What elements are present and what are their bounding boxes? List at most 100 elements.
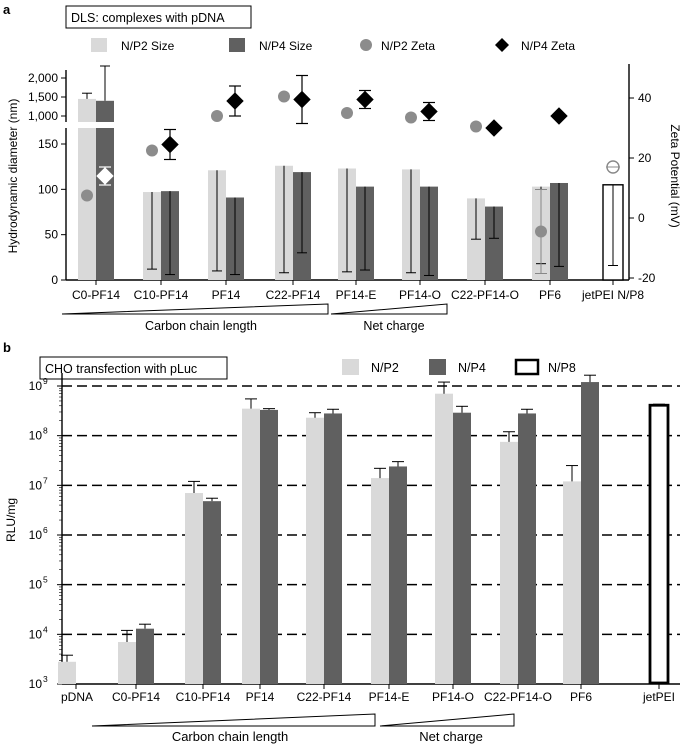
panel-a-title-box bbox=[65, 5, 252, 29]
bar-np4-size bbox=[96, 100, 114, 280]
b-xtick-label: PF14 bbox=[246, 690, 275, 704]
a-wedge-carbon-chain bbox=[61, 303, 329, 315]
a-y2tick-label: 20 bbox=[638, 151, 652, 165]
marker-np2-zeta bbox=[211, 110, 223, 122]
b-ytick-label: 10 bbox=[29, 677, 43, 691]
bar-np2 bbox=[435, 393, 453, 684]
a-xtick-label: C22-PF14-O bbox=[451, 288, 519, 302]
b-xtick-label: pDNA bbox=[61, 690, 93, 704]
marker-np4-zeta bbox=[485, 119, 503, 137]
b-annotation-net-charge: Net charge bbox=[419, 729, 483, 744]
b-ytick-label: 10 bbox=[29, 478, 43, 492]
a-ytick-label: 50 bbox=[45, 228, 59, 242]
a-annotation-carbon-chain: Carbon chain length bbox=[145, 319, 257, 333]
bar-np8 bbox=[648, 403, 670, 685]
b-wedge-net-charge bbox=[379, 713, 515, 727]
bar-np2 bbox=[118, 642, 136, 684]
b-ytick-exponent: 7 bbox=[43, 475, 48, 485]
marker-np2-zeta bbox=[470, 120, 482, 133]
panel-b-title-box bbox=[39, 356, 228, 380]
b-annotation-carbon-chain: Carbon chain length bbox=[172, 729, 288, 744]
legend-marker-np2-zeta bbox=[360, 39, 372, 51]
legend-label-np4-size: N/P4 Size bbox=[259, 39, 313, 53]
b-xtick-label: C22-PF14-O bbox=[484, 690, 552, 704]
legend-swatch-np2-size bbox=[91, 38, 107, 52]
legend-label-np2-zeta: N/P2 Zeta bbox=[381, 39, 435, 53]
bar-np4 bbox=[324, 413, 342, 684]
a-ytick-label: 100 bbox=[38, 182, 58, 196]
b-xtick-label: C22-PF14 bbox=[297, 690, 352, 704]
bar-np2 bbox=[500, 441, 518, 684]
panel-a-letter: a bbox=[3, 2, 11, 17]
legend-swatch-np4-size bbox=[229, 38, 245, 52]
marker-np4-zeta bbox=[293, 90, 311, 109]
marker-np4-zeta bbox=[420, 102, 438, 121]
bar-np2 bbox=[306, 417, 324, 684]
a-wedge-net-charge bbox=[330, 303, 448, 315]
b-ytick-exponent: 8 bbox=[43, 426, 48, 436]
marker-np2-zeta bbox=[278, 90, 290, 103]
bar-np2-size bbox=[78, 98, 96, 281]
b-ytick-exponent: 5 bbox=[43, 575, 48, 585]
bar-np4 bbox=[136, 628, 154, 684]
a-xtick-label: PF14-O bbox=[399, 288, 441, 302]
b-ytick-exponent: 3 bbox=[43, 674, 48, 684]
legend-marker-np4-zeta bbox=[495, 38, 509, 52]
a-ytick-label: 1,500 bbox=[28, 90, 58, 104]
bar-np4 bbox=[581, 382, 599, 684]
a-xtick-label: C10-PF14 bbox=[134, 288, 189, 302]
legend-label-np8: N/P8 bbox=[548, 361, 576, 375]
legend-swatch-np2 bbox=[342, 359, 359, 375]
bar-np4 bbox=[260, 409, 278, 684]
panel-b-legend: N/P2 N/P4 N/P8 bbox=[342, 358, 576, 376]
bar-np2 bbox=[242, 408, 260, 684]
a-xtick-label: PF14 bbox=[212, 288, 241, 302]
panel-b-title: CHO transfection with pLuc bbox=[45, 362, 197, 376]
marker-np4-zeta bbox=[226, 92, 244, 110]
marker-np4-zeta bbox=[550, 107, 568, 125]
marker-np2-zeta bbox=[146, 144, 158, 157]
b-xtick-label: C0-PF14 bbox=[112, 690, 160, 704]
marker-np4-zeta bbox=[96, 167, 114, 185]
bar-np4-size bbox=[485, 206, 503, 280]
a-annotation-net-charge: Net charge bbox=[363, 319, 424, 333]
marker-np2-zeta bbox=[405, 111, 417, 124]
a-ytick-label: 0 bbox=[51, 273, 58, 287]
legend-swatch-np8 bbox=[514, 358, 540, 376]
a-axis-break-gap bbox=[64, 122, 144, 128]
b-ytick-label: 10 bbox=[29, 429, 43, 443]
b-xtick-label: PF14-E bbox=[369, 690, 410, 704]
a-ytick-label: 150 bbox=[38, 137, 58, 151]
b-ytick-label: 10 bbox=[29, 578, 43, 592]
a-ytick-label: 1,000 bbox=[28, 109, 58, 123]
a-xtick-label: PF6 bbox=[539, 288, 561, 302]
bar-np2 bbox=[58, 661, 76, 684]
panel-b-ylabel: RLU/mg bbox=[4, 498, 18, 542]
a-y2tick-label: 0 bbox=[638, 211, 645, 225]
b-ytick-exponent: 4 bbox=[43, 624, 48, 634]
bar-np2 bbox=[371, 478, 389, 684]
bar-np4 bbox=[518, 413, 536, 684]
a-ytick-label: 2,000 bbox=[28, 71, 58, 85]
panel-a-y2label: Zeta Potential (mV) bbox=[668, 124, 682, 227]
a-xtick-label: PF14-E bbox=[336, 288, 377, 302]
b-xtick-label: PF14-O bbox=[432, 690, 474, 704]
marker-np4-zeta bbox=[356, 90, 374, 109]
b-ytick-label: 10 bbox=[29, 627, 43, 641]
legend-label-np4-zeta: N/P4 Zeta bbox=[521, 39, 575, 53]
bar-np2 bbox=[563, 481, 581, 684]
marker-np2-zeta bbox=[81, 189, 93, 202]
bar-np4 bbox=[389, 466, 407, 684]
legend-label-np2-size: N/P2 Size bbox=[121, 39, 175, 53]
a-xtick-label: C22-PF14 bbox=[266, 288, 321, 302]
legend-swatch-np4 bbox=[429, 359, 446, 375]
a-y2tick-label: 40 bbox=[638, 91, 652, 105]
bar-np2 bbox=[185, 493, 203, 684]
a-xtick-label: C0-PF14 bbox=[72, 288, 120, 302]
legend-label-np4: N/P4 bbox=[458, 361, 486, 375]
marker-np2-zeta bbox=[341, 107, 353, 119]
panel-a-legend: N/P2 Size N/P4 Size N/P2 Zeta N/P4 Zeta bbox=[91, 38, 575, 53]
a-xtick-label: jetPEI N/P8 bbox=[581, 288, 644, 302]
b-xtick-label: C10-PF14 bbox=[176, 690, 231, 704]
